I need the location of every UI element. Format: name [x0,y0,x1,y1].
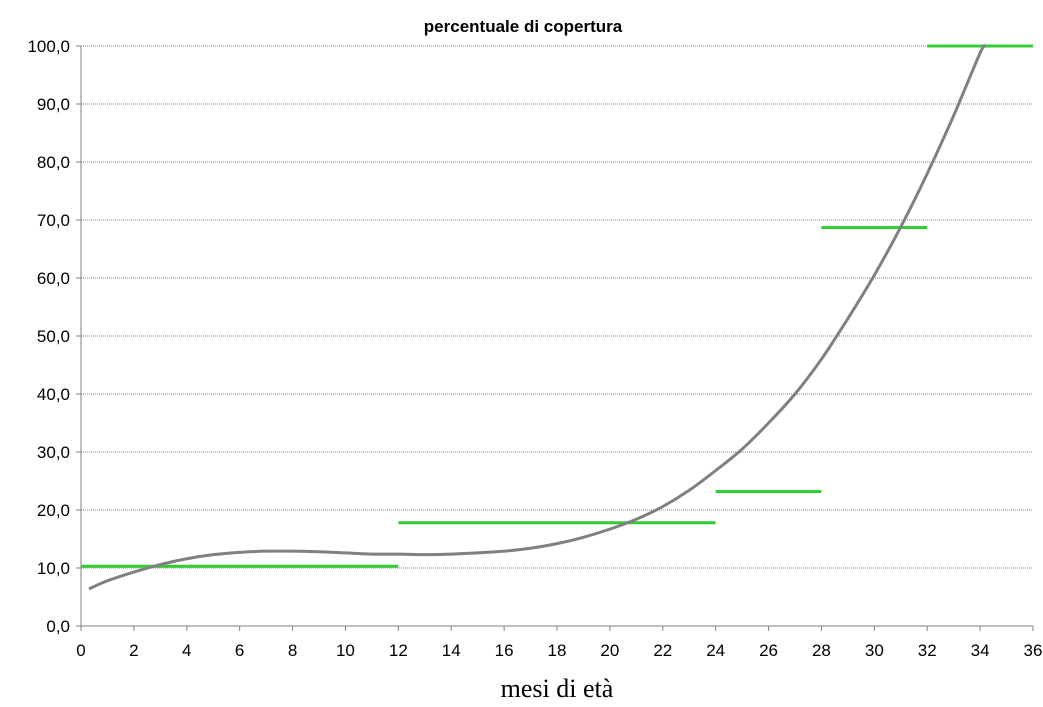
x-tick-label: 24 [706,641,725,660]
x-axis-label: mesi di età [501,674,614,703]
y-tick-label: 30,0 [37,443,70,462]
y-tick-label: 20,0 [37,501,70,520]
x-tick-label: 32 [918,641,937,660]
data-series [81,44,1033,591]
x-tick-label: 4 [182,641,191,660]
x-tick-label: 0 [76,641,85,660]
x-tick-label: 2 [129,641,138,660]
x-tick-label: 30 [865,641,884,660]
x-tick-label: 16 [495,641,514,660]
y-tick-label: 60,0 [37,269,70,288]
y-tick-label: 50,0 [37,327,70,346]
y-tick-label: 80,0 [37,153,70,172]
y-tick-label: 10,0 [37,559,70,578]
trend-curve [88,44,987,591]
y-tick-label: 100,0 [27,37,70,56]
x-tick-label: 8 [288,641,297,660]
x-tick-label: 36 [1024,641,1043,660]
chart-title: percentuale di copertura [424,17,623,36]
x-tick-label: 18 [548,641,567,660]
x-tick-label: 14 [442,641,461,660]
x-tick-label: 34 [971,641,990,660]
y-tick-labels: 0,0 10,0 20,0 30,0 40,0 50,0 60,0 70,0 80,0 90,0 1… [27,37,70,636]
x-tick-label: 26 [759,641,778,660]
x-tick-labels: 0 2 4 6 8 10 12 14 16 18 20 22 24 26 28 30 32 34 36 [76,641,1042,660]
gridlines [81,45,1033,569]
x-tick-label: 28 [812,641,831,660]
axes [76,45,1034,631]
x-tick-label: 6 [235,641,244,660]
y-tick-label: 90,0 [37,95,70,114]
x-tick-label: 10 [336,641,355,660]
y-tick-label: 40,0 [37,385,70,404]
x-tick-label: 20 [600,641,619,660]
x-tick-label: 12 [389,641,408,660]
y-tick-label: 0,0 [46,617,70,636]
x-tick-label: 22 [653,641,672,660]
y-tick-label: 70,0 [37,211,70,230]
